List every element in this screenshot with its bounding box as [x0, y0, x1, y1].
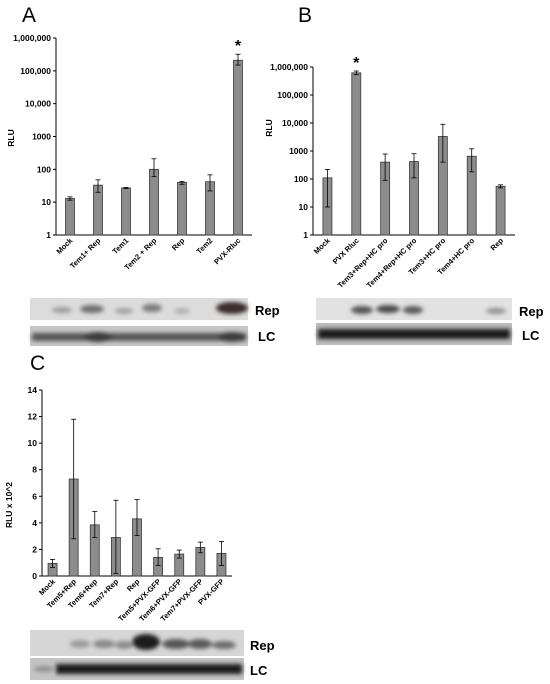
chart-a-ylabel: RLU: [6, 129, 16, 146]
chart-a-bar: [121, 187, 131, 236]
blot-c-lc-label: LC: [250, 663, 268, 678]
chart-c-ytick-label: 14: [28, 385, 38, 395]
chart-a-bar: [149, 168, 159, 236]
chart-c-ytick-label: 12: [28, 412, 38, 422]
chart-a-ytick-label: 1000: [32, 132, 51, 142]
chart-b-ytick-label: 1: [303, 230, 308, 240]
chart-a-ytick-label: 1: [46, 230, 51, 240]
chart-b-ytick-label: 1,000,000: [270, 62, 308, 72]
chart-a-ytick-label: 10: [42, 197, 52, 207]
chart-a: 110100100010,000100,0001,000,000RLUMockT…: [6, 33, 252, 272]
chart-b-ytick-label: 10: [299, 202, 309, 212]
panel-c-letter: C: [30, 352, 45, 375]
chart-c-ytick-label: 6: [32, 491, 37, 501]
blot-c: Rep LC: [30, 630, 275, 680]
chart-b-significance-marker: *: [353, 55, 360, 72]
chart-c-ytick-label: 10: [28, 438, 38, 448]
blot-a-lc-label: LC: [258, 329, 276, 344]
chart-a-bar: [65, 198, 75, 236]
chart-b-ytick-label: 100,000: [277, 90, 308, 100]
chart-c-ytick-label: 8: [32, 465, 37, 475]
chart-a-ytick-label: 1,000,000: [13, 33, 51, 43]
chart-b-category-label: Tem3+Rep+HC pro: [336, 236, 390, 290]
chart-a-category-label: Tem1: [111, 236, 131, 256]
blot-c-rep-label: Rep: [250, 638, 275, 653]
chart-b-bar: [351, 72, 362, 236]
chart-c-ylabel: RLU x 10^2: [4, 482, 14, 528]
chart-a-significance-marker: *: [235, 38, 242, 55]
chart-b-category-label: Mock: [312, 235, 333, 256]
chart-c-ytick-label: 2: [32, 544, 37, 554]
chart-b-ytick-label: 1000: [289, 146, 308, 156]
chart-b-bar: [495, 185, 506, 236]
chart-a-category-label: Tem2: [195, 236, 215, 256]
blot-a: Rep LC: [30, 298, 280, 346]
chart-a-ytick-label: 100,000: [20, 66, 51, 76]
chart-a-category-label: Rep: [170, 236, 187, 253]
chart-a-category-label: Tem1+ Rep: [68, 236, 103, 271]
panel-b-letter: B: [298, 4, 312, 27]
chart-c-ytick-label: 4: [32, 518, 37, 528]
chart-a-category-label: Mock: [54, 235, 75, 256]
blot-b-rep-label: Rep: [519, 304, 544, 319]
chart-b-ytick-label: 10,000: [282, 118, 308, 128]
chart-b-category-label: Tem4+Rep+HC pro: [365, 236, 419, 290]
chart-b-ylabel: RLU: [264, 119, 274, 136]
chart-a-bar: [233, 59, 243, 236]
chart-b-category-label: Rep: [489, 236, 506, 253]
chart-c-category-label: Rep: [125, 577, 142, 594]
chart-a-category-label: PVX-Rluc: [212, 236, 242, 266]
chart-b: 1 10 100 1000 10,000 100,000 1,000,000 RLU MockP…: [264, 55, 515, 290]
blot-a-rep-strip: [30, 298, 248, 320]
blot-a-rep-label: Rep: [255, 303, 280, 318]
chart-b-category-label: PVX Rluc: [331, 236, 361, 266]
panel-a-letter: A: [22, 4, 36, 27]
blot-b-lc-label: LC: [522, 328, 540, 343]
blot-b: Rep LC: [316, 298, 544, 345]
chart-b-ytick-label: 100: [294, 174, 308, 184]
chart-a-ytick-label: 100: [37, 164, 51, 174]
chart-a-bar: [177, 181, 187, 236]
chart-c-ytick-label: 0: [32, 571, 37, 581]
chart-a-ytick-label: 10,000: [25, 99, 51, 109]
